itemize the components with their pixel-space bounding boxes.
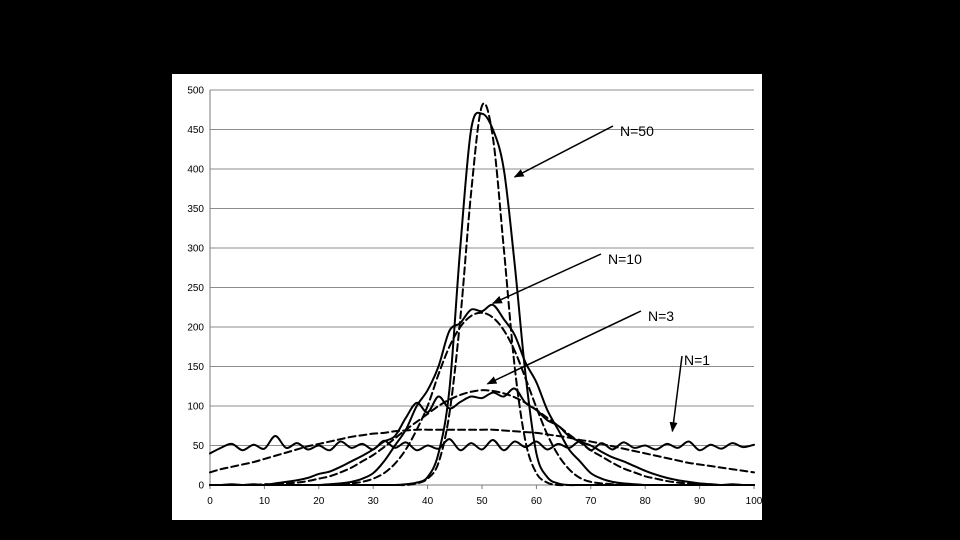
series-line-3-solid	[209, 387, 755, 487]
annotation-label: N=10	[608, 251, 642, 267]
y-tick-label: 450	[187, 125, 204, 136]
y-tick-label: 50	[193, 441, 205, 452]
x-tick-label: 50	[476, 496, 488, 507]
annotation-label: N=1	[684, 352, 710, 368]
y-tick-label: 350	[187, 204, 204, 215]
annotation-label: N=50	[620, 123, 654, 139]
x-tick-label: 40	[422, 496, 434, 507]
x-tick-label: 0	[207, 496, 213, 507]
y-tick-label: 400	[187, 165, 204, 176]
series-line-2-dashed	[209, 428, 755, 474]
line-chart: 0 50 100 150 200 250 300 350 400 450 500 0 10 20 30 40 5…	[187, 86, 762, 508]
x-tick-label: 60	[531, 496, 543, 507]
y-tick-label: 100	[187, 402, 204, 413]
x-tick-label: 80	[640, 496, 652, 507]
x-tick-label: 90	[694, 496, 706, 507]
y-tick-label: 200	[187, 323, 204, 334]
y-tick-label: 0	[198, 481, 204, 492]
series-line-8-dashed	[209, 102, 755, 487]
chart-panel: 0 50 100 150 200 250 300 350 400 450 500 0 10 20 30 40 5…	[172, 74, 762, 520]
annotation-arrow	[486, 310, 642, 385]
y-tick-label: 250	[187, 283, 204, 294]
annotation-arrow	[491, 253, 602, 304]
y-tick-label: 150	[187, 362, 204, 373]
x-tick-label: 30	[368, 496, 380, 507]
series-line-5-solid	[209, 303, 755, 487]
y-tick-label: 500	[187, 86, 204, 97]
annotation-arrow	[513, 125, 614, 178]
y-tick-label: 300	[187, 244, 204, 255]
x-tick-label: 70	[585, 496, 597, 507]
series-line-4-dashed	[209, 389, 755, 487]
annotation-arrow	[669, 355, 683, 433]
x-tick-label: 10	[259, 496, 271, 507]
annotation-label: N=3	[648, 308, 674, 324]
x-tick-label: 20	[313, 496, 325, 507]
series-line-1-solid	[209, 435, 755, 455]
x-tick-label: 100	[746, 496, 762, 507]
